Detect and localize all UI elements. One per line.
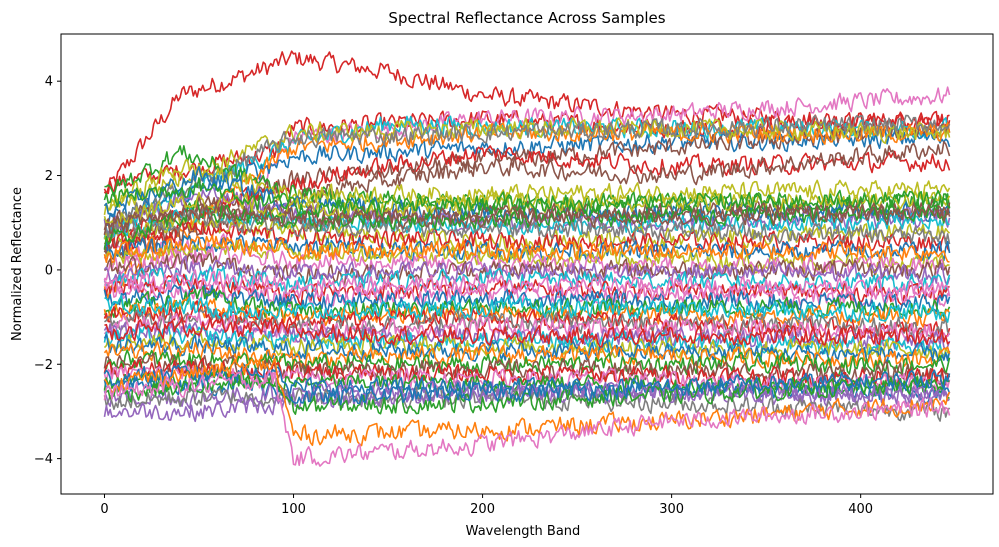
series-line-16 xyxy=(103,206,950,239)
y-tick-label: 2 xyxy=(45,169,53,184)
x-tick-label: 100 xyxy=(281,502,306,517)
series-line-57 xyxy=(103,202,951,236)
series-line-12 xyxy=(103,159,951,211)
y-tick-label: −2 xyxy=(34,358,53,373)
x-tick-label: 400 xyxy=(848,502,873,517)
series-line-54 xyxy=(104,294,951,323)
y-tick-label: −4 xyxy=(34,452,53,467)
y-axis: −4 −2 0 2 4 xyxy=(34,75,61,467)
series-line-0 xyxy=(103,50,951,196)
x-axis-label: Wavelength Band xyxy=(466,524,581,539)
y-axis-label: Normalized Reflectance xyxy=(10,187,25,341)
series-line-21 xyxy=(103,199,950,250)
series-line-24 xyxy=(103,234,950,264)
series-line-29 xyxy=(103,279,951,308)
plot-frame xyxy=(60,33,994,495)
series-line-41 xyxy=(103,349,951,378)
series-line-59 xyxy=(103,269,951,299)
chart-title: Spectral Reflectance Across Samples xyxy=(388,9,665,27)
series-line-31 xyxy=(103,286,951,322)
series-line-26 xyxy=(103,255,951,285)
series-line-56 xyxy=(103,177,951,218)
series-line-35 xyxy=(103,312,951,343)
series-line-7 xyxy=(103,117,951,215)
series-line-8 xyxy=(103,145,951,245)
series-layer xyxy=(103,50,951,467)
series-line-39 xyxy=(103,333,951,365)
x-tick-label: 200 xyxy=(470,502,495,517)
y-tick-label: 0 xyxy=(45,263,53,278)
series-line-53 xyxy=(103,369,951,467)
series-line-48 xyxy=(103,386,951,422)
series-line-10 xyxy=(103,114,951,231)
x-tick-label: 0 xyxy=(100,502,108,517)
x-axis: 0 100 200 300 400 xyxy=(100,494,873,517)
x-tick-label: 300 xyxy=(659,502,684,517)
y-tick-label: 4 xyxy=(45,75,53,90)
series-line-52 xyxy=(103,357,951,447)
series-line-58 xyxy=(104,316,951,348)
